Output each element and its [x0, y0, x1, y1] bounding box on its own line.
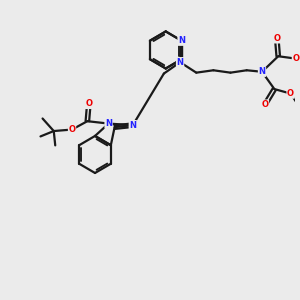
- Text: O: O: [85, 99, 92, 108]
- Text: N: N: [177, 58, 184, 67]
- Text: O: O: [287, 89, 294, 98]
- Text: O: O: [262, 100, 268, 109]
- Text: O: O: [68, 125, 76, 134]
- Text: N: N: [259, 67, 266, 76]
- Text: O: O: [273, 34, 280, 43]
- Text: O: O: [292, 54, 299, 63]
- Text: N: N: [178, 36, 185, 45]
- Text: N: N: [129, 121, 136, 130]
- Text: N: N: [105, 119, 112, 128]
